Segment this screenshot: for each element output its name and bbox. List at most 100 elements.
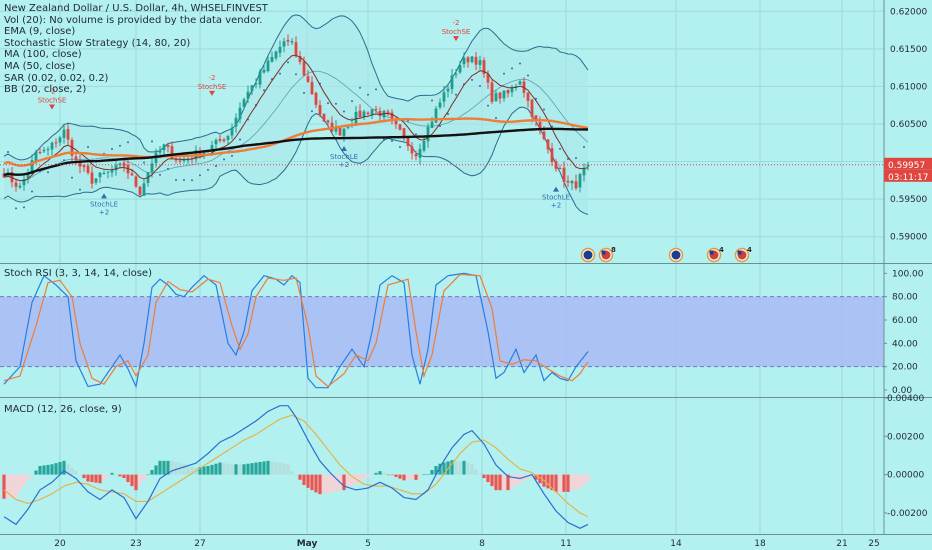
macd-histogram-bar[interactable]	[474, 468, 478, 475]
candle-body[interactable]	[398, 124, 402, 130]
candle-body[interactable]	[126, 165, 130, 174]
candle-body[interactable]	[50, 142, 54, 150]
candle-body[interactable]	[302, 61, 306, 76]
sar-dot[interactable]	[15, 207, 17, 210]
candle-body[interactable]	[390, 112, 394, 119]
candle[interactable]	[366, 111, 370, 116]
macd-histogram-bar[interactable]	[122, 474, 126, 479]
candle-body[interactable]	[314, 92, 318, 105]
last-price-badge[interactable]	[884, 157, 932, 170]
candle-body[interactable]	[462, 57, 466, 65]
sar-dot[interactable]	[455, 93, 457, 96]
candle[interactable]	[526, 91, 530, 108]
candle-body[interactable]	[410, 146, 414, 154]
candle-body[interactable]	[358, 110, 362, 118]
candle[interactable]	[322, 113, 326, 122]
candle-body[interactable]	[326, 120, 330, 123]
sar-dot[interactable]	[575, 157, 577, 160]
candle[interactable]	[278, 40, 282, 58]
macd-histogram-bar[interactable]	[126, 474, 130, 483]
macd-histogram-bar[interactable]	[266, 460, 270, 475]
candle[interactable]	[294, 36, 298, 58]
candle[interactable]	[86, 163, 90, 175]
candle[interactable]	[90, 166, 94, 189]
candle-body[interactable]	[66, 128, 70, 140]
candle[interactable]	[246, 85, 250, 103]
candle[interactable]	[478, 55, 482, 70]
candle-body[interactable]	[258, 71, 262, 85]
candle[interactable]	[474, 51, 478, 71]
candle[interactable]	[374, 105, 378, 114]
candle[interactable]	[326, 119, 330, 127]
candle[interactable]	[46, 146, 50, 156]
macd-histogram-bar[interactable]	[82, 474, 86, 479]
candle-body[interactable]	[182, 159, 186, 161]
sar-dot[interactable]	[375, 88, 377, 91]
candle[interactable]	[214, 138, 218, 150]
candle[interactable]	[570, 180, 574, 190]
candle-body[interactable]	[46, 149, 50, 151]
candle-body[interactable]	[82, 165, 86, 168]
macd-histogram-bar[interactable]	[450, 460, 454, 475]
macd-histogram-bar[interactable]	[198, 467, 202, 475]
candle[interactable]	[258, 68, 262, 89]
candle-body[interactable]	[178, 160, 182, 162]
macd-histogram-bar[interactable]	[402, 474, 406, 481]
sar-dot[interactable]	[279, 72, 281, 75]
candle-body[interactable]	[570, 180, 574, 184]
macd-histogram-bar[interactable]	[514, 474, 518, 486]
macd-histogram-bar[interactable]	[550, 474, 554, 491]
sar-dot[interactable]	[391, 139, 393, 142]
sar-dot[interactable]	[31, 190, 33, 193]
sar-dot[interactable]	[71, 176, 73, 179]
ma50-line[interactable]	[3, 117, 589, 167]
candle-body[interactable]	[114, 165, 118, 171]
macd-histogram-bar[interactable]	[98, 474, 102, 484]
sar-dot[interactable]	[47, 171, 49, 174]
legend-sar[interactable]: SAR (0.02, 0.02, 0.2)	[4, 72, 109, 84]
candle[interactable]	[250, 85, 254, 95]
candle-body[interactable]	[418, 149, 422, 158]
macd-histogram-bar[interactable]	[38, 466, 42, 475]
macd-histogram-bar[interactable]	[146, 474, 150, 476]
macd-histogram-bar[interactable]	[398, 474, 402, 479]
macd-histogram-bar[interactable]	[322, 474, 326, 494]
macd-histogram-bar[interactable]	[526, 474, 530, 479]
macd-histogram-bar[interactable]	[318, 474, 322, 495]
candle-body[interactable]	[518, 81, 522, 85]
candle-body[interactable]	[474, 56, 478, 65]
candle[interactable]	[310, 76, 314, 95]
macd-histogram-bar[interactable]	[274, 461, 278, 475]
candle[interactable]	[358, 104, 362, 119]
candle[interactable]	[298, 50, 302, 65]
candle-body[interactable]	[278, 46, 282, 53]
candle[interactable]	[418, 143, 422, 165]
candle-body[interactable]	[582, 167, 586, 176]
macd-histogram-bar[interactable]	[414, 474, 418, 480]
candle[interactable]	[254, 78, 258, 89]
candle-body[interactable]	[42, 149, 46, 152]
candle[interactable]	[94, 178, 98, 185]
candle-body[interactable]	[38, 152, 42, 154]
candle-body[interactable]	[478, 60, 482, 65]
candle[interactable]	[302, 56, 306, 77]
candle[interactable]	[502, 90, 506, 102]
candle-body[interactable]	[98, 172, 102, 178]
candle[interactable]	[134, 175, 138, 189]
macd-histogram-bar[interactable]	[394, 474, 398, 477]
macd-histogram-bar[interactable]	[222, 463, 226, 475]
macd-histogram-bar[interactable]	[10, 474, 14, 498]
macd-histogram-bar[interactable]	[386, 474, 390, 476]
candle[interactable]	[586, 161, 590, 171]
sar-dot[interactable]	[583, 145, 585, 148]
sar-dot[interactable]	[119, 144, 121, 147]
candle-body[interactable]	[434, 108, 438, 123]
macd-histogram-bar[interactable]	[262, 461, 266, 475]
sar-dot[interactable]	[263, 89, 265, 92]
candle-body[interactable]	[458, 65, 462, 73]
candle[interactable]	[318, 100, 322, 118]
candle-body[interactable]	[450, 75, 454, 89]
